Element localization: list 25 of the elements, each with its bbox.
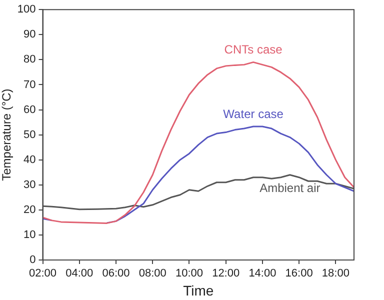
y-tick-label: 50 <box>24 128 36 141</box>
y-tick-label: 100 <box>17 4 36 16</box>
y-tick-label: 0 <box>30 254 36 266</box>
x-axis-title: Time <box>183 282 214 298</box>
x-tick-label: 14:00 <box>248 268 276 280</box>
x-tick-label: 02:00 <box>28 268 57 280</box>
series-label: Water case <box>223 106 284 121</box>
x-tick-label: 04:00 <box>66 268 94 280</box>
y-axis-title: Temperature (°C) <box>0 88 14 181</box>
x-tick-label: 16:00 <box>285 268 313 280</box>
y-tick-label: 40 <box>24 154 36 166</box>
y-tick-label: 20 <box>24 204 36 216</box>
x-tick-label: 18:00 <box>322 268 350 280</box>
x-tick-label: 10:00 <box>175 268 203 280</box>
y-tick-label: 10 <box>24 228 36 241</box>
series-label: CNTs case <box>224 42 283 56</box>
y-tick-label: 30 <box>24 178 36 191</box>
x-tick-label: 06:00 <box>102 268 130 280</box>
y-tick-label: 80 <box>24 54 36 66</box>
x-tick-label: 08:00 <box>138 268 166 280</box>
y-tick-label: 60 <box>24 104 36 116</box>
x-tick-label: 12:00 <box>212 268 240 280</box>
y-tick-label: 70 <box>24 78 36 91</box>
y-tick-label: 90 <box>24 28 36 41</box>
series-label: Ambient air <box>260 181 320 196</box>
